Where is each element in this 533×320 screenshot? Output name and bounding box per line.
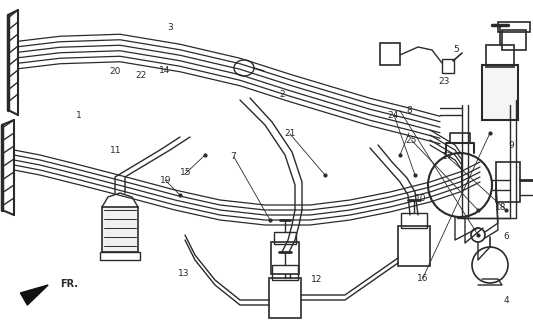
Text: 5: 5 — [453, 45, 458, 54]
Text: 14: 14 — [158, 66, 170, 75]
Text: 7: 7 — [231, 152, 236, 161]
Text: 23: 23 — [438, 77, 450, 86]
Text: 18: 18 — [495, 204, 507, 212]
Bar — [102, 207, 138, 252]
Bar — [272, 265, 298, 280]
Bar — [380, 43, 400, 65]
Text: 17: 17 — [442, 152, 454, 161]
Bar — [502, 30, 526, 50]
Text: 13: 13 — [178, 269, 190, 278]
Bar — [486, 45, 514, 67]
Bar — [496, 162, 520, 202]
Text: 16: 16 — [417, 274, 429, 283]
Text: 19: 19 — [159, 176, 171, 185]
Bar — [398, 226, 430, 266]
Text: 8: 8 — [407, 106, 412, 115]
Bar — [442, 59, 454, 73]
Text: 2: 2 — [280, 90, 285, 99]
Bar — [269, 278, 301, 318]
Text: 20: 20 — [109, 68, 120, 76]
Bar — [274, 232, 296, 244]
Text: 22: 22 — [135, 71, 147, 80]
Text: 1: 1 — [76, 111, 82, 120]
Bar — [401, 213, 427, 228]
Text: 4: 4 — [504, 296, 509, 305]
Bar — [100, 252, 140, 260]
Text: 24: 24 — [387, 111, 399, 120]
Bar — [482, 65, 518, 120]
Text: 21: 21 — [285, 129, 296, 138]
Text: 3: 3 — [168, 23, 173, 32]
Text: 9: 9 — [509, 141, 514, 150]
Text: 12: 12 — [311, 275, 323, 284]
Text: 25: 25 — [406, 136, 417, 145]
Bar — [271, 242, 299, 274]
Text: 11: 11 — [110, 146, 122, 155]
Text: 15: 15 — [180, 168, 191, 177]
Bar — [498, 22, 530, 32]
Polygon shape — [20, 285, 48, 305]
Text: FR.: FR. — [60, 279, 78, 289]
Text: 6: 6 — [504, 232, 509, 241]
Text: 10: 10 — [415, 194, 427, 203]
